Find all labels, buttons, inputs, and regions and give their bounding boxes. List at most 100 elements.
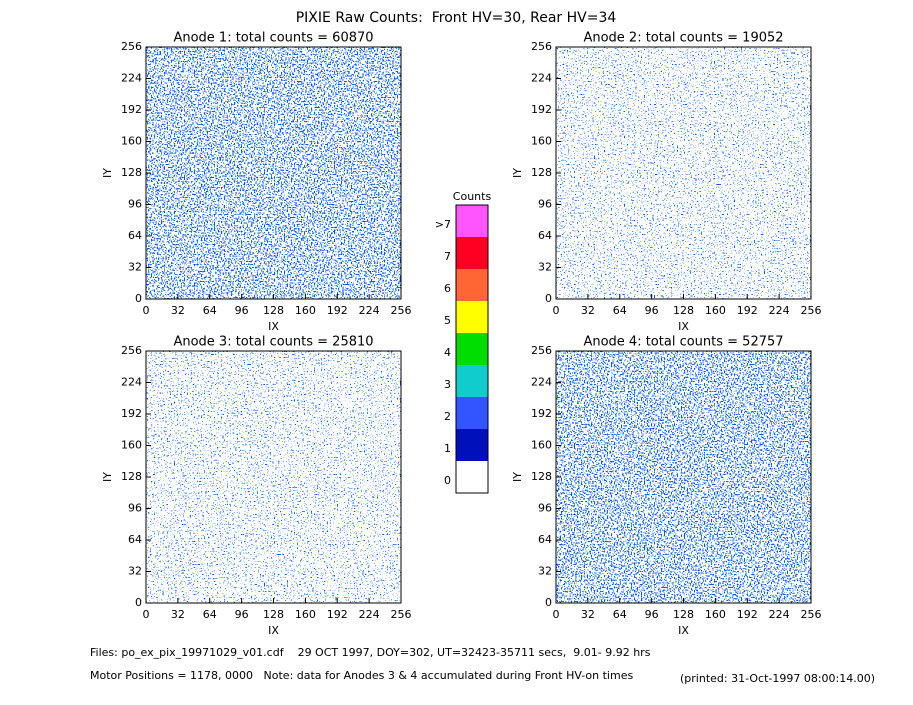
count-texture <box>556 47 811 299</box>
y-tick-label: 128 <box>531 470 552 483</box>
colorbar-label: 3 <box>444 378 451 391</box>
y-tick-label: 192 <box>121 407 142 420</box>
x-tick-label: 256 <box>391 304 412 317</box>
y-tick-label: 32 <box>538 261 552 274</box>
x-tick-label: 224 <box>359 304 380 317</box>
y-tick-label: 256 <box>531 40 552 53</box>
colorbar-label: >7 <box>435 218 451 231</box>
y-tick-label: 160 <box>531 135 552 148</box>
x-tick-label: 224 <box>769 608 790 621</box>
x-tick-label: 64 <box>203 304 217 317</box>
y-tick-label: 192 <box>531 407 552 420</box>
colorbar-label: 6 <box>444 282 451 295</box>
x-tick-label: 256 <box>391 608 412 621</box>
y-tick-label: 224 <box>121 376 142 389</box>
y-axis-label: IY <box>101 472 114 482</box>
colorbar-swatch <box>456 365 488 397</box>
x-tick-label: 32 <box>581 304 595 317</box>
colorbar-swatch <box>456 429 488 461</box>
x-tick-label: 96 <box>645 304 659 317</box>
y-tick-label: 192 <box>531 103 552 116</box>
x-tick-label: 64 <box>613 608 627 621</box>
y-tick-label: 160 <box>531 439 552 452</box>
footer-files: Files: po_ex_pix_19971029_v01.cdf 29 OCT… <box>90 646 651 659</box>
x-axis-label: IX <box>268 624 279 637</box>
x-tick-label: 0 <box>143 608 150 621</box>
y-tick-label: 0 <box>135 596 142 609</box>
colorbar-swatch <box>456 269 488 301</box>
y-tick-label: 160 <box>121 135 142 148</box>
y-tick-label: 224 <box>531 376 552 389</box>
x-tick-label: 0 <box>553 304 560 317</box>
x-tick-label: 0 <box>553 608 560 621</box>
x-axis-label: IX <box>678 320 689 333</box>
x-tick-label: 96 <box>645 608 659 621</box>
x-tick-label: 128 <box>263 304 284 317</box>
y-axis-label: IY <box>511 472 524 482</box>
footer-motor: Motor Positions = 1178, 0000 Note: data … <box>90 669 633 682</box>
panel-title: Anode 2: total counts = 19052 <box>583 31 783 46</box>
count-texture <box>556 351 811 603</box>
colorbar-swatch <box>456 205 488 237</box>
colorbar-label: 1 <box>444 442 451 455</box>
x-tick-label: 96 <box>235 608 249 621</box>
x-tick-label: 160 <box>295 304 316 317</box>
colorbar-label: 4 <box>444 346 451 359</box>
count-texture <box>146 351 401 603</box>
x-tick-label: 160 <box>295 608 316 621</box>
colorbar-frame <box>455 204 489 494</box>
y-tick-label: 96 <box>128 198 142 211</box>
y-tick-label: 224 <box>121 72 142 85</box>
x-tick-label: 0 <box>143 304 150 317</box>
x-tick-label: 128 <box>263 608 284 621</box>
y-tick-label: 32 <box>538 565 552 578</box>
y-tick-label: 32 <box>128 261 142 274</box>
y-tick-label: 64 <box>128 533 142 546</box>
y-tick-label: 64 <box>538 533 552 546</box>
colorbar-swatch <box>456 333 488 365</box>
y-tick-label: 96 <box>128 502 142 515</box>
x-tick-label: 64 <box>203 608 217 621</box>
y-axis-label: IY <box>511 168 524 178</box>
x-tick-label: 192 <box>327 608 348 621</box>
x-tick-label: 32 <box>171 608 185 621</box>
y-tick-label: 96 <box>538 198 552 211</box>
x-tick-label: 160 <box>705 304 726 317</box>
y-tick-label: 256 <box>121 40 142 53</box>
x-tick-label: 224 <box>359 608 380 621</box>
y-tick-label: 224 <box>531 72 552 85</box>
panel-title: Anode 1: total counts = 60870 <box>173 31 373 46</box>
x-tick-label: 96 <box>235 304 249 317</box>
x-tick-label: 128 <box>673 304 694 317</box>
x-tick-label: 64 <box>613 304 627 317</box>
colorbar-swatch <box>456 397 488 429</box>
panel-title: Anode 4: total counts = 52757 <box>583 335 783 350</box>
y-tick-label: 96 <box>538 502 552 515</box>
x-tick-label: 192 <box>737 608 758 621</box>
x-tick-label: 128 <box>673 608 694 621</box>
y-tick-label: 256 <box>121 344 142 357</box>
y-tick-label: 0 <box>135 292 142 305</box>
colorbar-label: 0 <box>444 474 451 487</box>
colorbar-label: 5 <box>444 314 451 327</box>
y-tick-label: 128 <box>531 166 552 179</box>
x-tick-label: 256 <box>801 304 822 317</box>
x-tick-label: 32 <box>581 608 595 621</box>
x-axis-label: IX <box>678 624 689 637</box>
y-tick-label: 64 <box>128 229 142 242</box>
x-tick-label: 160 <box>705 608 726 621</box>
y-tick-label: 160 <box>121 439 142 452</box>
colorbar-label: 2 <box>444 410 451 423</box>
x-tick-label: 224 <box>769 304 790 317</box>
y-tick-label: 128 <box>121 470 142 483</box>
panel-title: Anode 3: total counts = 25810 <box>173 335 373 350</box>
y-tick-label: 192 <box>121 103 142 116</box>
page-title: PIXIE Raw Counts: Front HV=30, Rear HV=3… <box>296 10 617 26</box>
x-tick-label: 256 <box>801 608 822 621</box>
colorbar-title: Counts <box>453 190 492 203</box>
footer-printed: (printed: 31-Oct-1997 08:00:14.00) <box>680 672 875 685</box>
y-tick-label: 64 <box>538 229 552 242</box>
x-tick-label: 32 <box>171 304 185 317</box>
colorbar-label: 7 <box>444 250 451 263</box>
